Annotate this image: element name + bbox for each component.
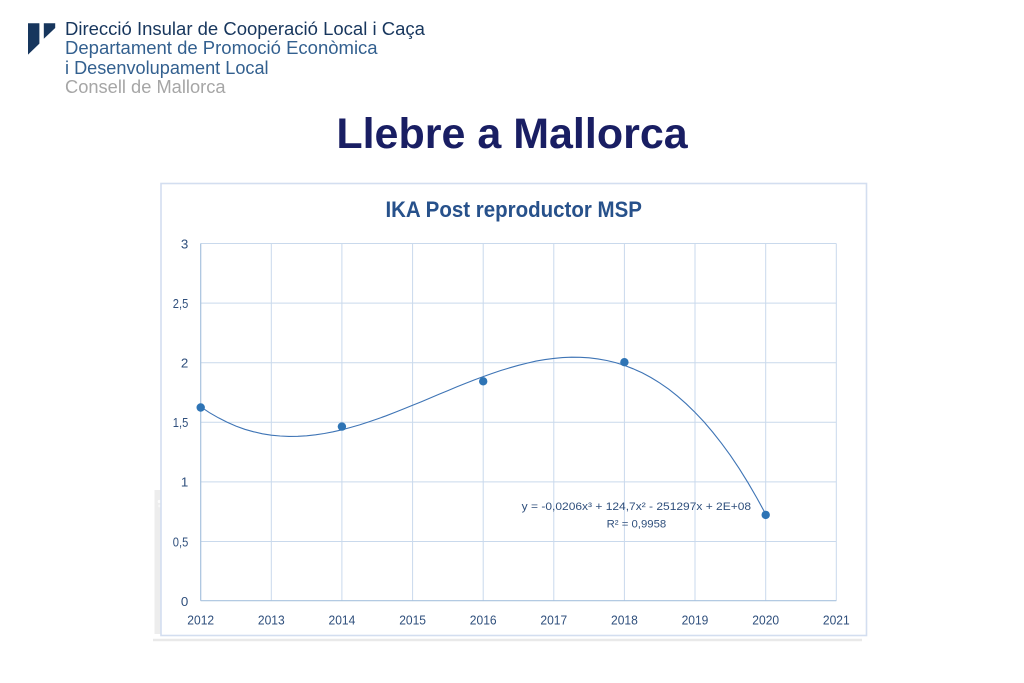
svg-text:2018: 2018 [611,612,638,627]
svg-text:0: 0 [181,594,188,609]
svg-text:2,5: 2,5 [173,296,189,311]
svg-text:2021: 2021 [823,612,850,627]
svg-text:3: 3 [181,236,188,251]
svg-text:2013: 2013 [258,612,285,627]
svg-text:2017: 2017 [540,612,567,627]
svg-text:2012: 2012 [187,612,214,627]
svg-text:1,5: 1,5 [173,415,189,430]
svg-text:2019: 2019 [682,612,709,627]
svg-text:2014: 2014 [329,612,356,627]
svg-text:2020: 2020 [752,612,779,627]
svg-text:0,5: 0,5 [173,534,189,549]
svg-text:1: 1 [181,475,188,490]
svg-text:IKA Post reproductor MSP: IKA Post reproductor MSP [385,197,642,222]
svg-text:2: 2 [181,356,188,371]
svg-text:y = -0,0206x³ + 124,7x² - 2512: y = -0,0206x³ + 124,7x² - 251297x + 2E+0… [522,501,751,513]
svg-text:2016: 2016 [470,612,497,627]
svg-text:R² = 0,9958: R² = 0,9958 [607,519,667,531]
svg-text:2015: 2015 [399,612,426,627]
